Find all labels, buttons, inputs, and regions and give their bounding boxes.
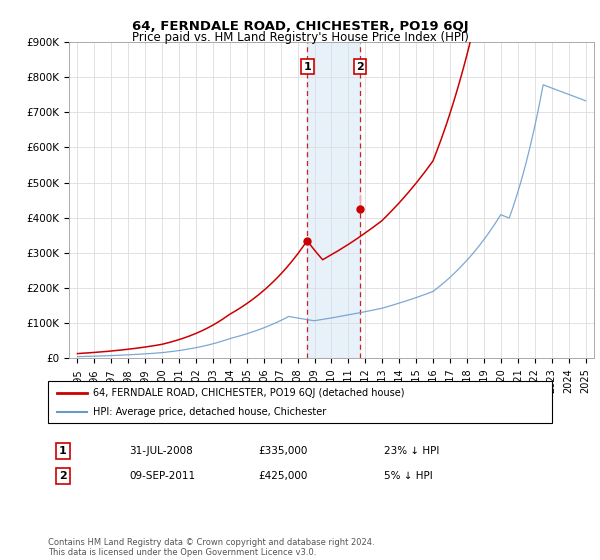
Text: Contains HM Land Registry data © Crown copyright and database right 2024.
This d: Contains HM Land Registry data © Crown c… (48, 538, 374, 557)
Text: 2: 2 (59, 471, 67, 481)
Text: 64, FERNDALE ROAD, CHICHESTER, PO19 6QJ (detached house): 64, FERNDALE ROAD, CHICHESTER, PO19 6QJ … (93, 388, 404, 398)
Text: HPI: Average price, detached house, Chichester: HPI: Average price, detached house, Chic… (93, 407, 326, 417)
Text: 09-SEP-2011: 09-SEP-2011 (129, 471, 195, 481)
Text: 2: 2 (356, 62, 364, 72)
Text: 1: 1 (304, 62, 311, 72)
Text: £425,000: £425,000 (258, 471, 307, 481)
Text: 1: 1 (59, 446, 67, 456)
Text: 23% ↓ HPI: 23% ↓ HPI (384, 446, 439, 456)
Text: 64, FERNDALE ROAD, CHICHESTER, PO19 6QJ: 64, FERNDALE ROAD, CHICHESTER, PO19 6QJ (131, 20, 469, 32)
Text: £335,000: £335,000 (258, 446, 307, 456)
Text: Price paid vs. HM Land Registry's House Price Index (HPI): Price paid vs. HM Land Registry's House … (131, 31, 469, 44)
Bar (307, 42, 360, 358)
Text: 5% ↓ HPI: 5% ↓ HPI (384, 471, 433, 481)
Text: 31-JUL-2008: 31-JUL-2008 (129, 446, 193, 456)
